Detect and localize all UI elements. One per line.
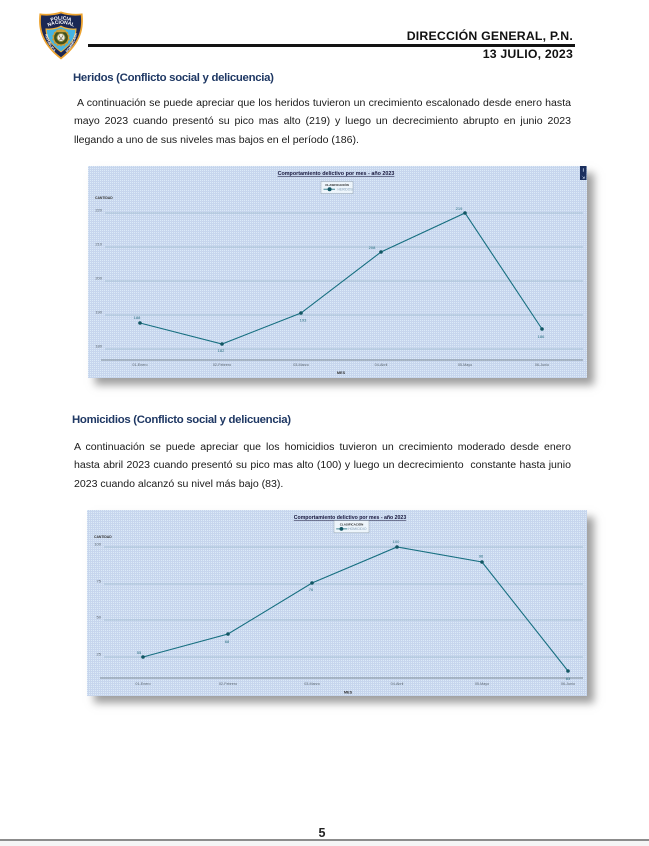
svg-text:180: 180 bbox=[95, 344, 102, 349]
svg-text:01-Enero: 01-Enero bbox=[132, 363, 147, 367]
svg-text:68: 68 bbox=[225, 639, 230, 644]
svg-text:06-Junio: 06-Junio bbox=[535, 363, 549, 367]
svg-text:CLASIFICACIÓN: CLASIFICACIÓN bbox=[340, 521, 364, 526]
svg-text:05-Mayo: 05-Mayo bbox=[458, 363, 472, 367]
svg-text:186: 186 bbox=[538, 334, 545, 339]
svg-text:03-Marzo: 03-Marzo bbox=[304, 682, 320, 686]
svg-text:100: 100 bbox=[94, 542, 101, 547]
svg-text:193: 193 bbox=[300, 318, 307, 323]
svg-text:188: 188 bbox=[134, 315, 141, 320]
svg-text:75: 75 bbox=[97, 579, 102, 584]
svg-text:MES: MES bbox=[337, 371, 346, 375]
svg-text:76: 76 bbox=[309, 587, 314, 592]
svg-text:05-Mayo: 05-Mayo bbox=[475, 682, 489, 686]
svg-text:NACIONAL: NACIONAL bbox=[47, 20, 75, 29]
svg-text:210: 210 bbox=[95, 242, 102, 247]
svg-text:06-Junio: 06-Junio bbox=[561, 682, 575, 686]
svg-text:96: 96 bbox=[479, 554, 484, 559]
svg-text:04-Abril: 04-Abril bbox=[375, 363, 388, 367]
svg-text:CLASIFICACIÓN: CLASIFICACIÓN bbox=[325, 182, 349, 187]
svg-text:03-Marzo: 03-Marzo bbox=[293, 363, 309, 367]
svg-text:208: 208 bbox=[369, 245, 376, 250]
svg-text:50: 50 bbox=[97, 615, 102, 620]
svg-text:02-Febrero: 02-Febrero bbox=[213, 363, 231, 367]
svg-text:01-Enero: 01-Enero bbox=[135, 682, 150, 686]
svg-text:200: 200 bbox=[95, 276, 102, 281]
svg-text:Comportamiento delictivo por m: Comportamiento delictivo por mes - año 2… bbox=[278, 171, 395, 177]
svg-text:CANTIDAD: CANTIDAD bbox=[94, 535, 112, 539]
svg-text:100: 100 bbox=[393, 539, 400, 544]
svg-text:25: 25 bbox=[97, 652, 102, 657]
svg-text:HERIDOS: HERIDOS bbox=[338, 187, 354, 191]
svg-text:55: 55 bbox=[137, 650, 142, 655]
svg-text:POLICIA: POLICIA bbox=[50, 15, 73, 23]
svg-text:02-Febrero: 02-Febrero bbox=[219, 682, 237, 686]
svg-text:182: 182 bbox=[218, 348, 225, 353]
svg-text:83: 83 bbox=[566, 676, 571, 681]
svg-text:CANTIDAD: CANTIDAD bbox=[95, 196, 113, 200]
svg-text:220: 220 bbox=[95, 208, 102, 213]
svg-text:Comportamiento delictivo por m: Comportamiento delictivo por mes - año 2… bbox=[294, 515, 407, 521]
svg-text:219: 219 bbox=[456, 206, 463, 211]
svg-text:190: 190 bbox=[95, 310, 102, 315]
svg-text:MES: MES bbox=[344, 691, 353, 695]
svg-text:04-Abril: 04-Abril bbox=[391, 682, 404, 686]
svg-text:HOMICIDIO: HOMICIDIO bbox=[348, 527, 367, 531]
